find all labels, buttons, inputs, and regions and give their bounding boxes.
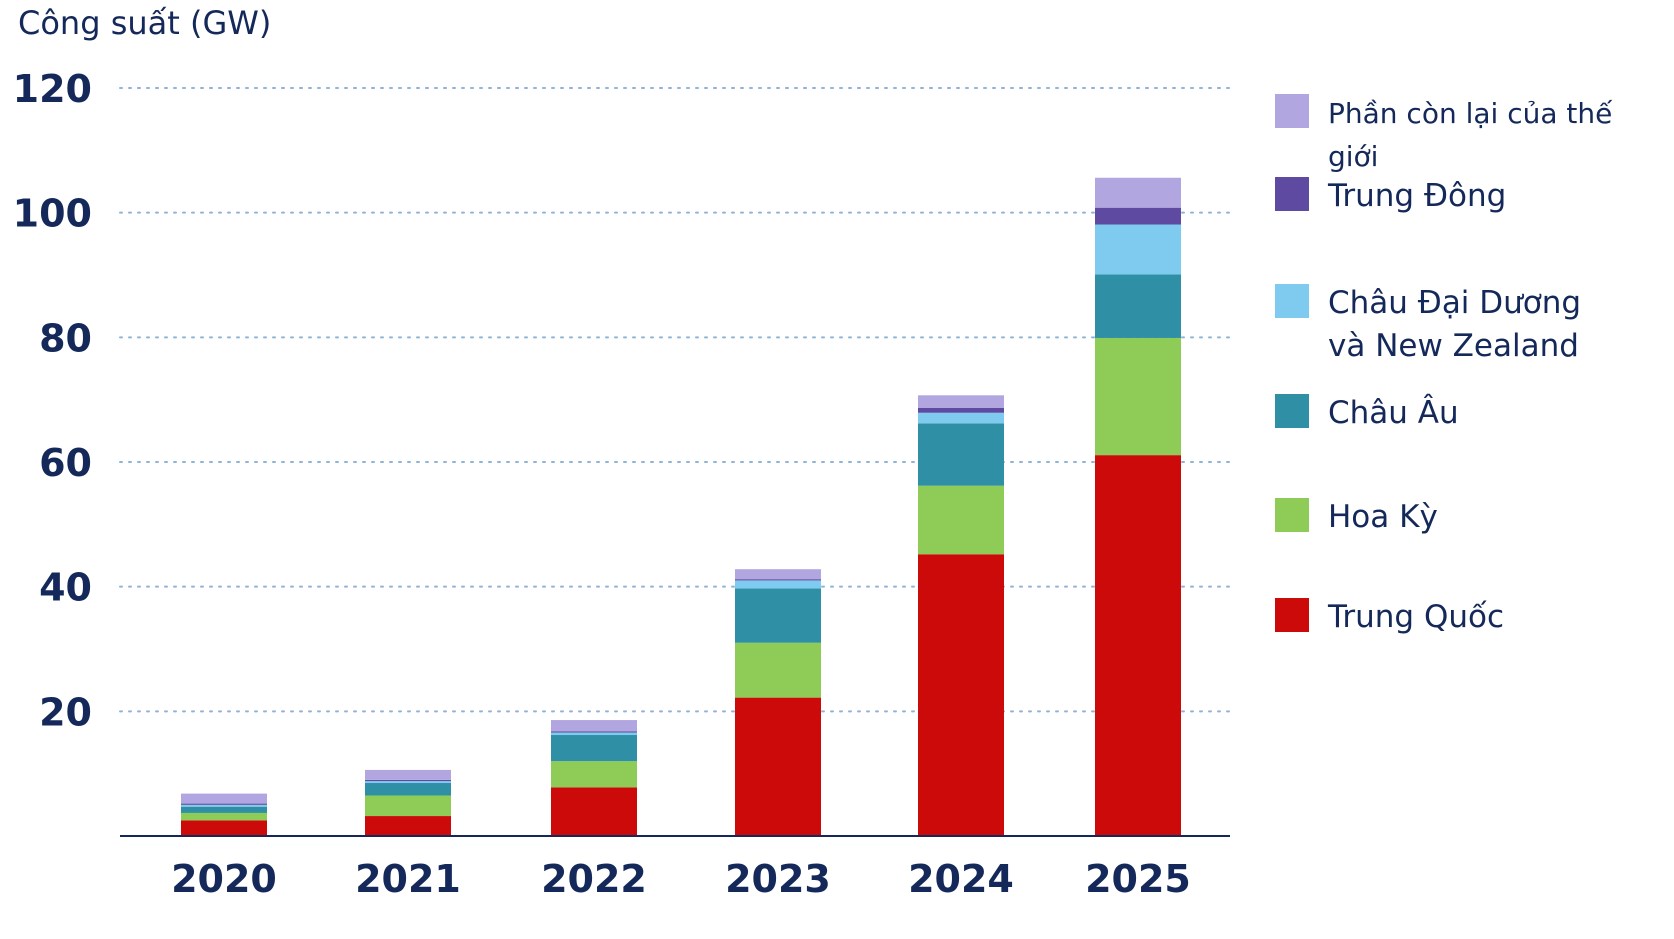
legend-item-middle-east: Trung Đông	[1275, 175, 1506, 218]
bar-segment-2024-series-3	[918, 412, 1004, 424]
bar-segment-2022-series-0	[551, 787, 637, 836]
bar-segment-2020-series-4	[181, 803, 267, 805]
x-tick-labels: 2020 2021 2022 2023 2024 2025	[171, 857, 1191, 901]
legend-label-oceania: Châu Đại Dương và New Zealand	[1328, 285, 1582, 364]
bar-segment-2022-series-3	[551, 732, 637, 736]
bars	[181, 177, 1181, 836]
bar-segment-2025-series-1	[1095, 337, 1181, 456]
bar-segment-2025-series-2	[1095, 274, 1181, 338]
legend-item-rest-of-world: Phần còn lại của thế giới	[1275, 92, 1670, 178]
bar-segment-2025-series-4	[1095, 207, 1181, 225]
y-tick-label-120: 120	[13, 67, 92, 111]
x-tick-label-2024: 2024	[908, 857, 1014, 901]
y-tick-label-80: 80	[39, 316, 92, 360]
bar-segment-2022-series-1	[551, 761, 637, 788]
bar-segment-2020-series-1	[181, 812, 267, 821]
bar-segment-2025-series-3	[1095, 224, 1181, 275]
bar-segment-2023-series-5	[735, 569, 821, 580]
x-tick-label-2021: 2021	[355, 857, 461, 901]
y-axis-title: Công suất (GW)	[18, 4, 272, 42]
bar-segment-2023-series-2	[735, 588, 821, 643]
legend-item-oceania: Châu Đại Dương và New Zealand	[1275, 282, 1581, 368]
x-tick-label-2025: 2025	[1085, 857, 1191, 901]
legend-swatch-china	[1275, 598, 1309, 632]
legend-swatch-usa	[1275, 498, 1309, 532]
legend-swatch-middle-east	[1275, 177, 1309, 211]
bar-segment-2021-series-3	[365, 781, 451, 784]
bar-segment-2022-series-2	[551, 735, 637, 762]
bar-segment-2021-series-4	[365, 779, 451, 782]
bar-segment-2021-series-0	[365, 816, 451, 836]
legend-swatch-oceania	[1275, 284, 1309, 318]
bar-segment-2024-series-1	[918, 485, 1004, 555]
bar-segment-2020-series-0	[181, 820, 267, 836]
bar-segment-2025-series-5	[1095, 177, 1181, 208]
legend: Phần còn lại của thế giới Trung Đông Châ…	[1275, 0, 1670, 939]
legend-label-rest-of-world: Phần còn lại của thế giới	[1328, 97, 1613, 173]
legend-swatch-rest-of-world	[1275, 94, 1309, 128]
bar-segment-2023-series-3	[735, 580, 821, 589]
legend-swatch-europe	[1275, 394, 1309, 428]
x-tick-label-2022: 2022	[541, 857, 647, 901]
bar-segment-2024-series-2	[918, 423, 1004, 486]
legend-item-europe: Châu Âu	[1275, 392, 1459, 435]
bar-segment-2023-series-4	[735, 579, 821, 581]
bar-segment-2024-series-0	[918, 554, 1004, 836]
legend-item-china: Trung Quốc	[1275, 596, 1504, 639]
y-tick-label-40: 40	[39, 566, 92, 610]
legend-label-middle-east: Trung Đông	[1328, 178, 1507, 214]
legend-item-usa: Hoa Kỳ	[1275, 496, 1438, 539]
bar-segment-2023-series-1	[735, 642, 821, 698]
bar-segment-2020-series-5	[181, 793, 267, 804]
bar-segment-2025-series-0	[1095, 455, 1181, 836]
bar-segment-2020-series-3	[181, 804, 267, 807]
legend-label-usa: Hoa Kỳ	[1328, 499, 1438, 535]
bar-segment-2021-series-2	[365, 783, 451, 796]
bar-segment-2023-series-0	[735, 697, 821, 836]
legend-label-china: Trung Quốc	[1328, 599, 1505, 635]
bar-segment-2022-series-5	[551, 720, 637, 732]
legend-label-europe: Châu Âu	[1328, 395, 1459, 431]
bar-segment-2024-series-5	[918, 395, 1004, 408]
bar-segment-2021-series-1	[365, 795, 451, 817]
x-tick-label-2023: 2023	[725, 857, 831, 901]
bar-segment-2024-series-4	[918, 407, 1004, 413]
y-tick-labels: 20 40 60 80 100 120	[13, 67, 92, 734]
bar-segment-2022-series-4	[551, 731, 637, 733]
y-tick-label-60: 60	[39, 441, 92, 485]
gridlines	[119, 87, 1231, 713]
y-tick-label-20: 20	[39, 690, 92, 734]
bar-segment-2021-series-5	[365, 769, 451, 780]
x-tick-label-2020: 2020	[171, 857, 277, 901]
y-tick-label-100: 100	[13, 192, 92, 236]
bar-segment-2020-series-2	[181, 806, 267, 813]
